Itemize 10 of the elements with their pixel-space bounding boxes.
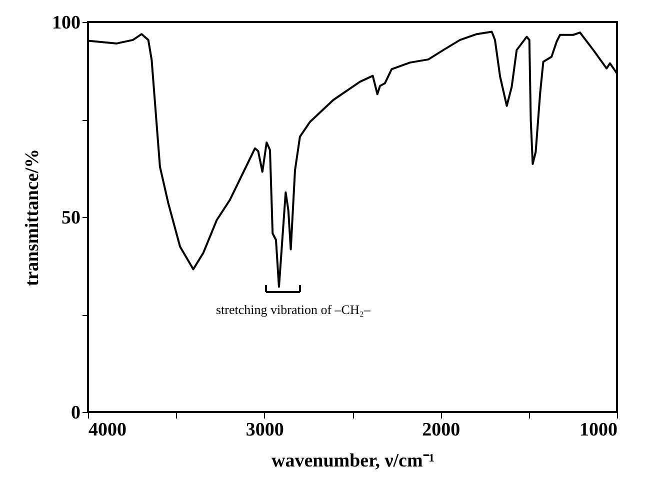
x-tick-label: 2000 bbox=[422, 420, 460, 440]
y-tick-label: 0 bbox=[71, 402, 80, 424]
y-tick-label: 50 bbox=[62, 208, 80, 228]
x-axis-title: wavenumber, ν/cm⁻¹ bbox=[271, 450, 435, 472]
y-tick-label: 100 bbox=[52, 12, 80, 34]
x-tick-label: 4000 bbox=[88, 420, 126, 440]
y-axis-title: transmittance/% bbox=[22, 148, 43, 286]
annotation: stretching vibration of –CH₂– bbox=[216, 302, 371, 317]
x-tick-label: 3000 bbox=[246, 420, 284, 440]
x-tick-label: 1000 bbox=[580, 420, 618, 440]
